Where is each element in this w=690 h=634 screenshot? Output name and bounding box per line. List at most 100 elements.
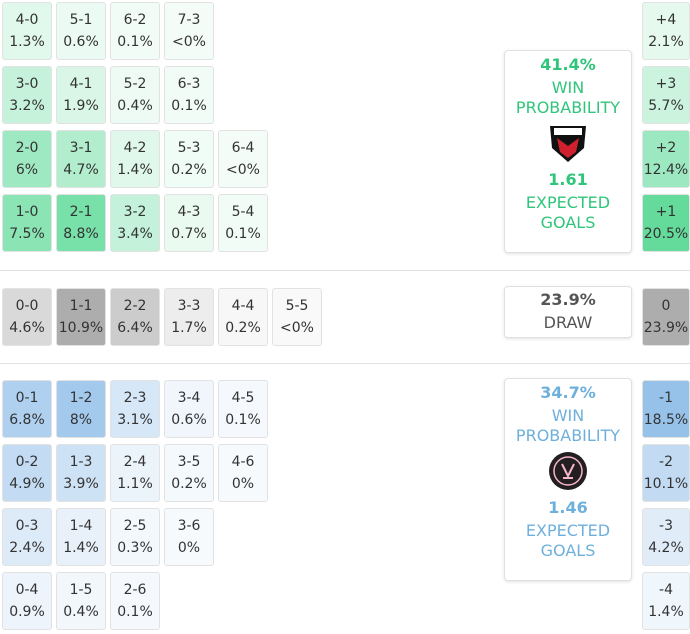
probability: 7.5% — [9, 226, 45, 242]
score-cell: 1-4 1.4% — [56, 508, 106, 566]
score: +4 — [655, 12, 677, 28]
probability: 6.8% — [9, 412, 45, 428]
probability: 0% — [177, 540, 201, 556]
probability: 3.4% — [117, 226, 153, 242]
score: 4-6 — [231, 454, 255, 470]
score-cell: 1-5 0.4% — [56, 572, 106, 630]
probability: 3.9% — [63, 476, 99, 492]
probability: 0.1% — [117, 604, 153, 620]
score-cell: 1-3 3.9% — [56, 444, 106, 502]
probability: 1.4% — [117, 162, 153, 178]
score-cell: 3-5 0.2% — [164, 444, 214, 502]
probability: 0.2% — [171, 162, 207, 178]
score-cell: 3-0 3.2% — [2, 66, 52, 124]
probability: 12.4% — [643, 162, 689, 178]
score: 0-1 — [15, 390, 39, 406]
score-cell: +2 12.4% — [642, 130, 690, 188]
score-cell: +1 20.5% — [642, 194, 690, 252]
score: -3 — [659, 518, 673, 534]
score: 4-2 — [123, 140, 147, 156]
score: 5-5 — [285, 298, 309, 314]
xg: 1.46 — [548, 498, 588, 517]
score-cell: 3-3 1.7% — [164, 288, 214, 346]
score: 4-3 — [177, 204, 201, 220]
score: 3-5 — [177, 454, 201, 470]
score-cell: 4-3 0.7% — [164, 194, 214, 252]
probability: 0.9% — [9, 604, 45, 620]
score-cell: 0-2 4.9% — [2, 444, 52, 502]
probability: 6.4% — [117, 320, 153, 336]
probability: 1.4% — [648, 604, 684, 620]
score-cell: 0-4 0.9% — [2, 572, 52, 630]
score-cell: -1 18.5% — [642, 380, 690, 438]
probability: 4.6% — [9, 320, 45, 336]
score: 1-1 — [69, 298, 93, 314]
probability: 10.1% — [643, 476, 689, 492]
draw-pct: 23.9% — [540, 290, 596, 309]
probability: 3.2% — [9, 98, 45, 114]
probability: 8.8% — [63, 226, 99, 242]
home-logo — [550, 126, 586, 162]
score: +1 — [655, 204, 677, 220]
probability: 0.6% — [63, 34, 99, 50]
probability: 0.1% — [171, 98, 207, 114]
score: 2-0 — [15, 140, 39, 156]
score-cell: 2-3 3.1% — [110, 380, 160, 438]
probability: 0.4% — [117, 98, 153, 114]
score-cell: 2-5 0.3% — [110, 508, 160, 566]
score: 0-0 — [15, 298, 39, 314]
probability: 5.7% — [648, 98, 684, 114]
score: 7-3 — [177, 12, 201, 28]
score: 4-4 — [231, 298, 255, 314]
probability: 4.2% — [648, 540, 684, 556]
score: 6-2 — [123, 12, 147, 28]
probability: 4.7% — [63, 162, 99, 178]
probability: 0.2% — [225, 320, 261, 336]
win-pct: 34.7% — [540, 383, 596, 402]
score-cell: 5-4 0.1% — [218, 194, 268, 252]
score: 0-3 — [15, 518, 39, 534]
score-cell: 1-1 10.9% — [56, 288, 106, 346]
score-cell: 5-2 0.4% — [110, 66, 160, 124]
probability: 20.5% — [643, 226, 689, 242]
score: 1-2 — [69, 390, 93, 406]
score: 2-2 — [123, 298, 147, 314]
probability: 0.1% — [117, 34, 153, 50]
score-cell: +4 2.1% — [642, 2, 690, 60]
away-logo — [549, 452, 587, 490]
score: 5-2 — [123, 76, 147, 92]
probability: 18.5% — [643, 412, 689, 428]
score-cell: 2-2 6.4% — [110, 288, 160, 346]
probability: 0.1% — [225, 412, 261, 428]
score-cell: 2-0 6% — [2, 130, 52, 188]
score: +2 — [655, 140, 677, 156]
probability: 0.1% — [225, 226, 261, 242]
score: +3 — [655, 76, 677, 92]
score: 6-3 — [177, 76, 201, 92]
score: -4 — [659, 582, 673, 598]
score-cell: 4-2 1.4% — [110, 130, 160, 188]
probability: 1.3% — [9, 34, 45, 50]
score: -1 — [659, 390, 673, 406]
score-cell: 2-6 0.1% — [110, 572, 160, 630]
score-cell: 2-1 8.8% — [56, 194, 106, 252]
score-cell: 1-2 8% — [56, 380, 106, 438]
score-cell: 2-4 1.1% — [110, 444, 160, 502]
score-cell: 4-6 0% — [218, 444, 268, 502]
probability: 1.7% — [171, 320, 207, 336]
score: 2-3 — [123, 390, 147, 406]
score-cell: 6-4 <0% — [218, 130, 268, 188]
score-cell: -2 10.1% — [642, 444, 690, 502]
probability: 4.9% — [9, 476, 45, 492]
score-cell: 4-5 0.1% — [218, 380, 268, 438]
score: 1-0 — [15, 204, 39, 220]
separator — [0, 363, 690, 364]
win-label: WIN PROBABILITY — [515, 78, 621, 117]
xg: 1.61 — [548, 170, 588, 189]
score: 3-0 — [15, 76, 39, 92]
probability: 0.6% — [171, 412, 207, 428]
score: 2-5 — [123, 518, 147, 534]
probability: 2.4% — [9, 540, 45, 556]
score-cell: -4 1.4% — [642, 572, 690, 630]
